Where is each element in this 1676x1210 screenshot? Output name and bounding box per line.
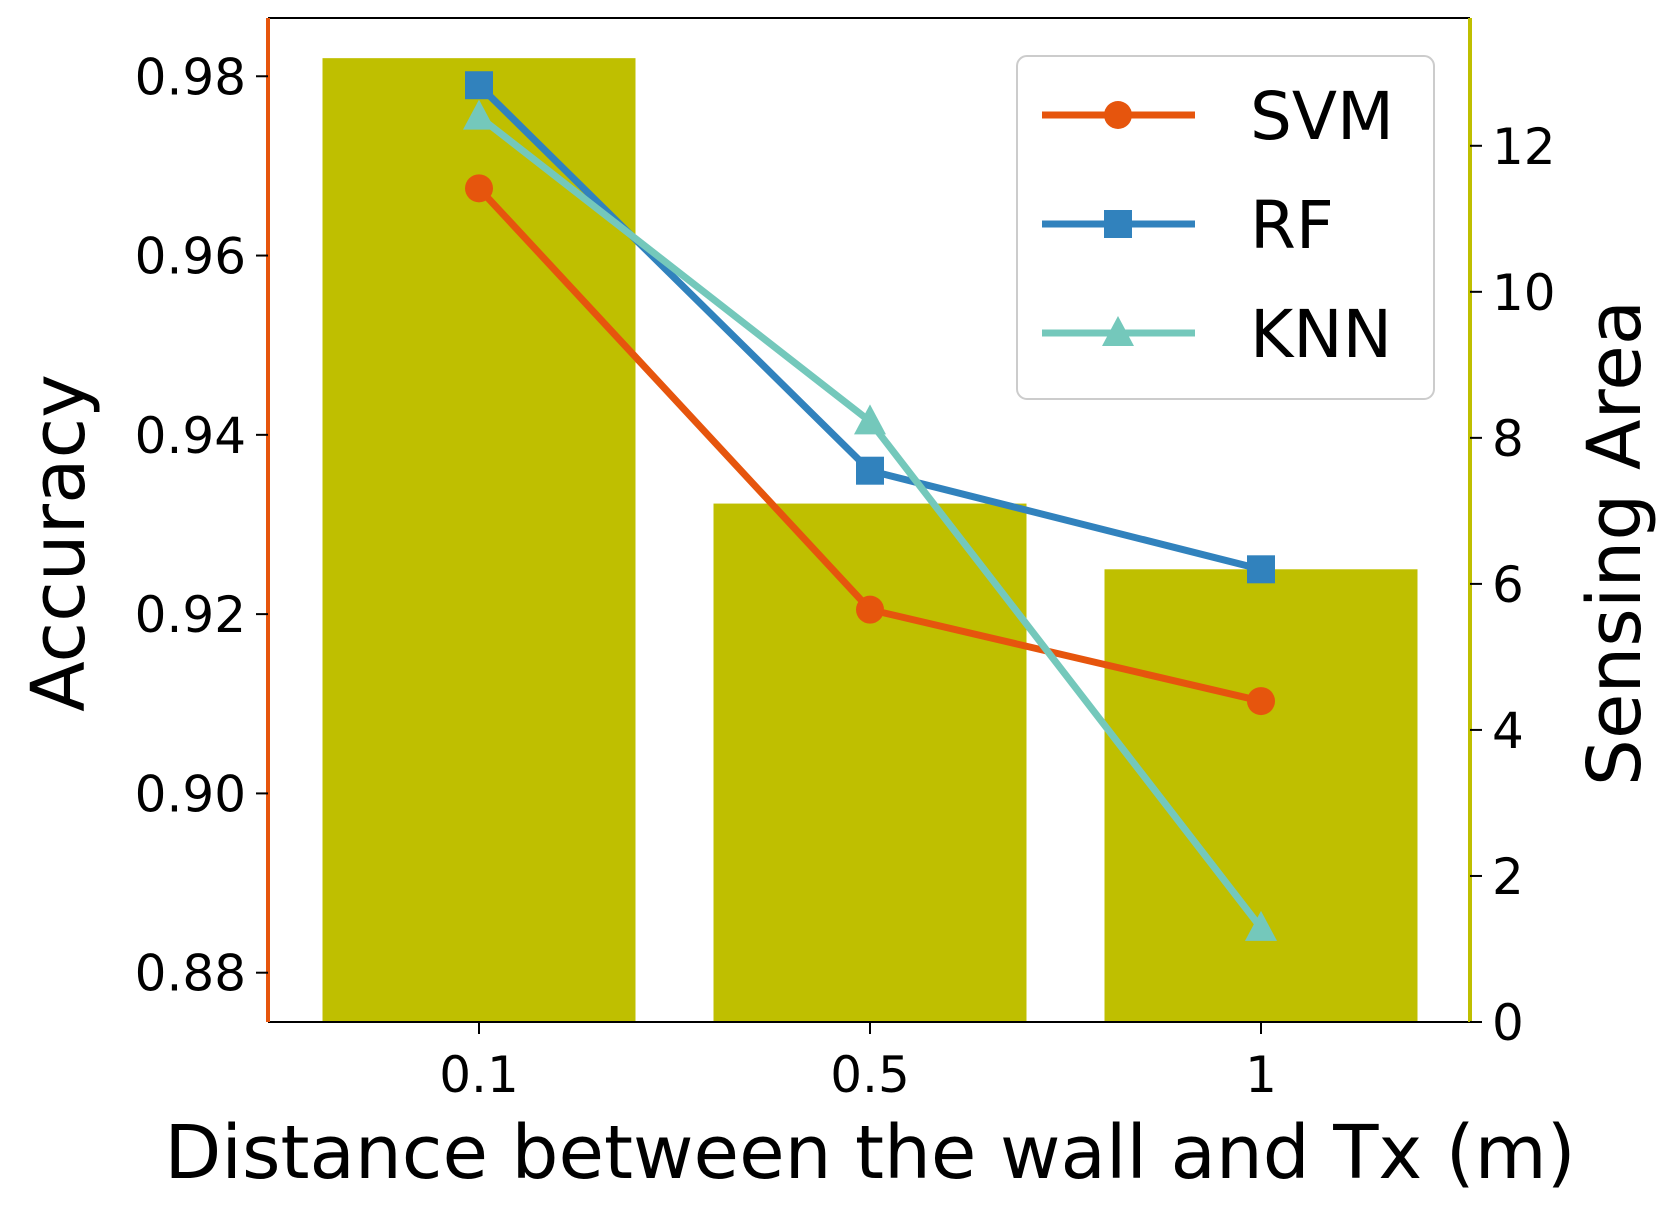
x-tick-label: 0.5 [830,1046,910,1104]
point-svm-0.5 [856,595,884,624]
right-tick-label: 8 [1492,410,1524,468]
bar-1 [1104,569,1418,1022]
legend-label-svm: SVM [1250,78,1394,155]
left-tick-label: 0.96 [135,228,246,286]
right-tick-label: 0 [1492,994,1524,1052]
legend: SVM RF KNN [1016,55,1435,400]
point-knn-0.5 [854,404,886,435]
legend-label-knn: KNN [1250,296,1392,373]
point-rf-0.1 [465,71,493,100]
legend-marker-rf [1104,210,1132,238]
lines-layer [463,71,1277,941]
right-tick-label: 2 [1492,848,1524,906]
point-knn-1 [1245,910,1277,941]
bar-0.5 [713,503,1027,1022]
point-svm-0.1 [465,174,493,203]
right-tick-label: 4 [1492,702,1524,760]
right-tick-label: 12 [1492,118,1556,176]
left-tick-label: 0.92 [135,586,246,644]
left-tick-label: 0.98 [135,48,246,106]
point-svm-1 [1247,687,1275,716]
x-tick-label: 1 [1245,1046,1277,1104]
right-tick-label: 6 [1492,556,1524,614]
point-rf-0.5 [856,456,884,485]
legend-box [1016,55,1435,400]
point-rf-1 [1247,555,1275,584]
bar-0.1 [322,58,636,1023]
left-tick-label: 0.94 [135,407,246,465]
left-tick-label: 0.90 [135,765,246,823]
right-axis-title: Sensing Area [1572,300,1658,786]
point-knn-0.1 [463,99,495,130]
x-axis-title: Distance between the wall and Tx (m) [164,1110,1575,1196]
x-tick-label: 0.1 [439,1046,519,1104]
legend-marker-svm [1104,101,1132,129]
right-tick-label: 10 [1492,264,1556,322]
legend-label-rf: RF [1250,187,1334,264]
bars-layer [322,58,1418,1023]
legend-marker-knn [1102,316,1134,346]
axes-layer: 0.88 0.90 0.92 0.94 0.96 0.98 0 2 4 6 8 10 12 0.1 0.5 1 [135,17,1556,1104]
left-tick-label: 0.88 [135,945,246,1003]
left-axis-title: Accuracy [16,374,102,712]
